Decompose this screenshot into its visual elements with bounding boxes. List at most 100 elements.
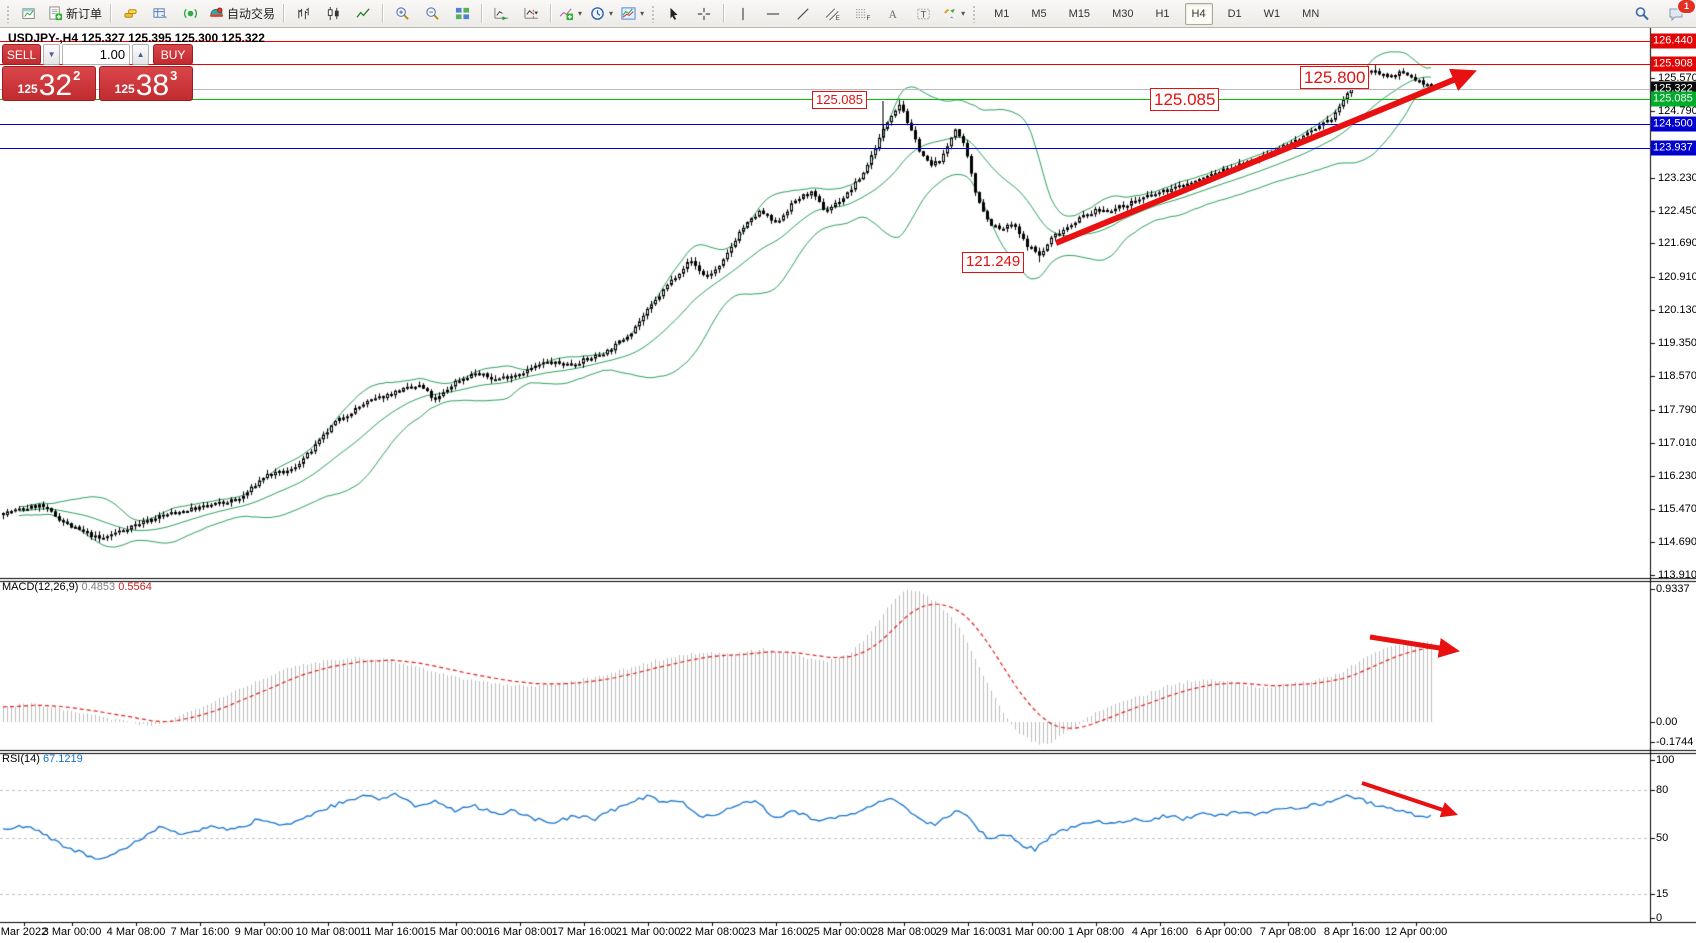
buy-button[interactable]: BUY [153,44,193,65]
timeframe-MN[interactable]: MN [1302,7,1320,20]
line-chart-button[interactable] [349,2,377,26]
cursor-tool-button[interactable] [660,2,688,26]
text-tool-button[interactable]: A [879,2,907,26]
horizontal-line-tool-button[interactable] [759,2,787,26]
rsi-scale-label: 0 [1656,912,1663,924]
text-icon: A [889,8,898,20]
chart-window-icon[interactable] [15,2,43,26]
timeframe-M15[interactable]: M15 [1068,7,1091,20]
current-price-line[interactable] [0,88,1650,90]
templates-button[interactable]: ▾ [618,2,647,26]
arrows-tool-button[interactable]: ▾ [939,2,968,26]
indicators-button[interactable]: ▾ [556,2,585,26]
tile-windows-button[interactable] [448,2,476,26]
chart-shift-button[interactable] [517,2,545,26]
price-badge[interactable]: 125.908 [1651,56,1696,72]
volume-decrease-button[interactable]: ▼ [43,44,61,65]
timeframe-W1[interactable]: W1 [1263,7,1281,20]
zoom-in-button[interactable] [388,2,416,26]
line-chart-icon [355,8,370,18]
data-window-icon [152,8,167,19]
toolbar-grip[interactable] [651,4,657,23]
time-axis-label: 7 Mar 16:00 [170,926,230,938]
toolbar-separator [481,4,483,23]
trendline-tool-button[interactable] [789,2,817,26]
price-badge[interactable]: 125.085 [1651,91,1696,107]
horizontal-level-line[interactable] [0,147,1650,149]
sell-price-sup: 2 [73,68,81,83]
timeframe-M30[interactable]: M30 [1112,7,1134,20]
label-tool-button[interactable]: T [909,2,937,26]
autotrading-button[interactable]: 自动交易 [206,2,278,26]
horizontal-line-icon [766,12,780,15]
sell-price-big: 32 [38,68,73,102]
chart-shift-icon [524,7,538,19]
price-annotation[interactable]: 125.085 [1150,88,1220,112]
time-axis-label: 31 Mar 00:00 [999,926,1065,938]
price-tick: 124.790 [1658,105,1696,118]
price-annotation[interactable]: 125.800 [1300,66,1370,90]
candlestick-chart-button[interactable] [319,2,347,26]
time-axis-label: 3 Mar 00:00 [42,926,102,938]
channel-tool-button[interactable]: E [819,2,847,26]
new-order-button[interactable]: 新订单 [45,2,105,26]
time-axis-label: 7 Apr 08:00 [1259,926,1317,938]
notifications-button[interactable]: 1 [1662,0,1696,26]
toolbar-grip[interactable] [6,4,11,23]
sell-price-button[interactable]: 125 32 2 [2,66,96,101]
zoom-out-button[interactable] [418,2,446,26]
volume-input[interactable] [62,44,131,65]
dropdown-arrow-icon: ▾ [640,9,645,18]
macd-main-value: 0.4853 [81,581,116,593]
timeframe-M1[interactable]: M1 [994,7,1010,20]
timeframe-H1[interactable]: H1 [1155,7,1170,20]
dropdown-arrow-icon: ▾ [609,9,614,18]
vertical-line-tool-button[interactable] [729,2,757,26]
timeframe-D1[interactable]: D1 [1227,7,1242,20]
price-tick: 119.350 [1658,337,1696,350]
macd-scale-label: 0.00 [1656,716,1678,728]
price-tick: 125.570 [1658,72,1696,85]
volume-increase-button[interactable]: ▲ [132,44,150,65]
timeframe-H4[interactable]: H4 [1184,2,1213,25]
price-tick: 114.690 [1658,535,1696,548]
data-window-button[interactable] [146,2,174,26]
horizontal-level-line[interactable] [0,41,1650,43]
periods-button[interactable]: ▾ [587,2,616,26]
dropdown-arrow-icon: ▾ [961,9,966,18]
search-icon [1635,6,1649,20]
price-badge[interactable]: 124.500 [1651,116,1696,132]
navigator-button[interactable] [176,2,204,26]
time-axis-label: 1 Apr 08:00 [1067,926,1125,938]
svg-text:A: A [889,8,898,20]
price-annotation[interactable]: 121.249 [962,252,1025,273]
time-axis-label: 21 Mar 00:00 [615,926,681,938]
toolbar-grip[interactable] [972,4,978,23]
price-tick: 120.910 [1658,270,1696,283]
timeframe-M5[interactable]: M5 [1031,7,1047,20]
svg-text:T: T [920,9,926,20]
buy-price-button[interactable]: 125 38 3 [99,66,193,101]
horizontal-level-line[interactable] [0,63,1650,65]
signal-icon [183,8,197,19]
rsi-scale-label: 15 [1656,888,1669,900]
fibonacci-tool-button[interactable]: F [849,2,877,26]
time-axis-label: 28 Mar 08:00 [871,926,937,938]
price-badge[interactable]: 126.440 [1651,33,1696,49]
crosshair-tool-button[interactable] [690,2,718,26]
sell-button[interactable]: SELL [2,44,42,65]
main-toolbar: 新订单 自动交易 ▾ ▾ [0,0,1696,28]
market-watch-button[interactable] [116,2,144,26]
price-tick: 115.470 [1658,502,1696,515]
bar-chart-button[interactable] [289,2,317,26]
search-button[interactable] [1628,2,1656,26]
price-badge[interactable]: 123.937 [1651,140,1696,156]
time-axis-label: 29 Mar 16:00 [935,926,1001,938]
price-tick: 117.010 [1658,436,1696,449]
auto-scroll-button[interactable] [487,2,515,26]
price-annotation[interactable]: 125.085 [812,91,867,110]
horizontal-level-line[interactable] [0,123,1650,125]
time-axis-label: 4 Mar 08:00 [106,926,166,938]
zoom-in-icon [395,7,409,20]
